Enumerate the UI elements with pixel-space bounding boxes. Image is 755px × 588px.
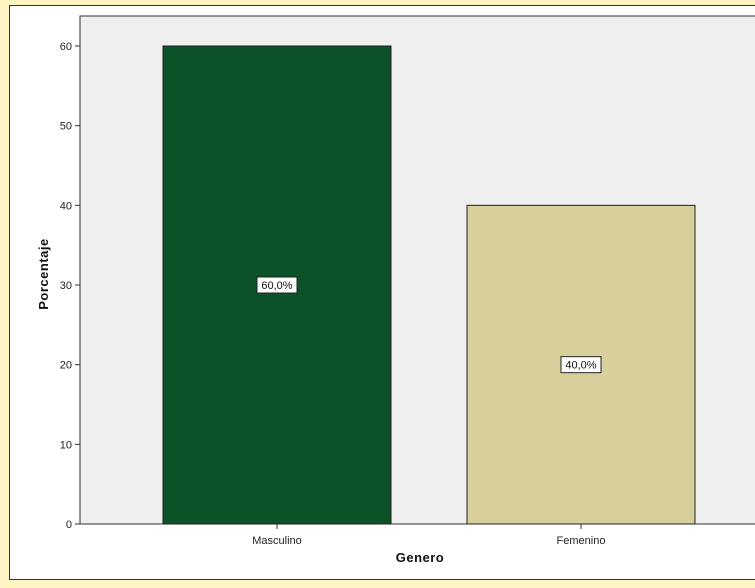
y-axis-title: Porcentaje <box>36 238 51 309</box>
x-axis-title: Genero <box>396 550 445 565</box>
bar-chart: 0 10 20 30 40 50 60 Masculino Femenino 60,0% 40,… <box>36 15 755 565</box>
data-label-box <box>560 356 602 374</box>
data-label-box <box>256 276 298 294</box>
y-tick-label: 10 <box>60 439 72 451</box>
y-tick-label: 50 <box>60 121 72 133</box>
y-tick-label: 0 <box>66 519 72 531</box>
data-label: 40,0% <box>565 360 596 372</box>
data-label: 60,0% <box>261 280 292 292</box>
y-axis: 0 10 20 30 40 50 60 <box>60 41 80 531</box>
y-tick-label: 30 <box>60 280 72 292</box>
y-tick-label: 20 <box>60 360 72 372</box>
data-labels: 60,0% 40,0% <box>256 276 602 374</box>
chart-frame: 0 10 20 30 40 50 60 Masculino Femenino 60,0% 40,… <box>9 5 755 580</box>
x-tick-label: Masculino <box>252 535 302 547</box>
x-tick-label: Femenino <box>557 535 606 547</box>
x-axis: Masculino Femenino <box>252 524 605 547</box>
y-tick-label: 40 <box>60 200 72 212</box>
y-tick-label: 60 <box>60 41 72 53</box>
